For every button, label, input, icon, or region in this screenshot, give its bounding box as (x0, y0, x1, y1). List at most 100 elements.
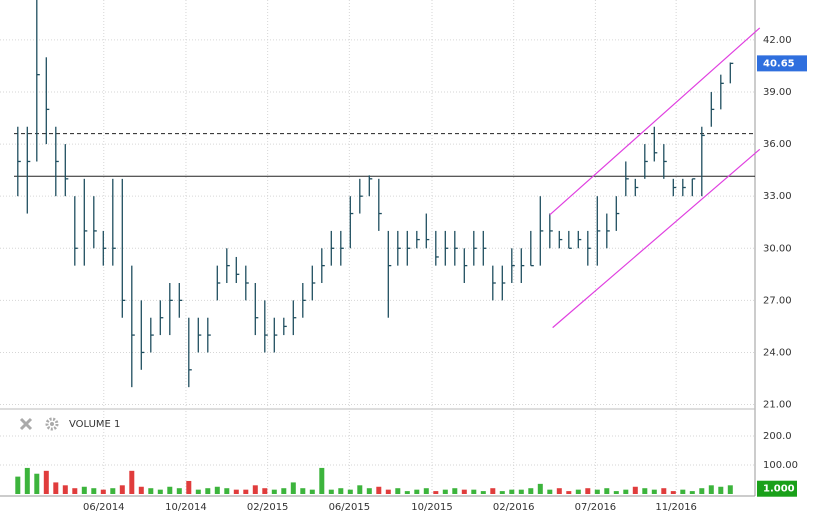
y-tick-label: 33.00 (763, 191, 792, 202)
volume-bar (91, 488, 97, 495)
volume-marker-box (757, 480, 797, 497)
volume-bar (480, 491, 486, 495)
volume-bar (214, 486, 220, 495)
volume-bar (632, 486, 638, 495)
volume-bar (661, 488, 667, 495)
volume-bar (195, 489, 201, 495)
volume-bar (129, 470, 135, 495)
volume-bar (167, 486, 173, 495)
volume-bar (509, 489, 515, 495)
y-tick-label: 27.00 (763, 295, 792, 306)
x-tick-label: 11/2016 (655, 502, 697, 513)
volume-bar (119, 485, 125, 495)
volume-bar (395, 488, 401, 495)
volume-bar (499, 491, 505, 495)
volume-bar (556, 488, 562, 495)
volume-bar (727, 485, 733, 495)
volume-bar (604, 488, 610, 495)
volume-bar (62, 485, 68, 495)
y-tick-label: 100.00 (763, 460, 798, 471)
volume-bar (24, 467, 30, 495)
volume-bar (271, 489, 277, 495)
volume-bar (176, 488, 182, 495)
volume-bar (347, 489, 353, 495)
volume-bar (15, 476, 21, 495)
volume-bar (680, 489, 686, 495)
volume-bar (157, 489, 163, 495)
volume-bar (566, 491, 572, 495)
volume-bar (376, 486, 382, 495)
pane-title: VOLUME 1 (69, 419, 120, 430)
volume-bar (699, 488, 705, 495)
volume-bar (319, 467, 325, 495)
y-tick-label: 200.0 (763, 431, 792, 442)
volume-bar (72, 488, 78, 495)
volume-bar (670, 491, 676, 495)
volume-bar (290, 482, 296, 495)
volume-bar (575, 489, 581, 495)
volume-bar (423, 488, 429, 495)
volume-bar (433, 491, 439, 495)
volume-bar (366, 488, 372, 495)
volume-bar (100, 489, 106, 495)
y-tick-label: 30.00 (763, 243, 792, 254)
volume-bar (186, 480, 192, 495)
volume-bar (461, 489, 467, 495)
volume-bar (338, 488, 344, 495)
volume-bar (252, 485, 258, 495)
x-tick-label: 06/2015 (329, 502, 371, 513)
volume-bar (718, 486, 724, 495)
y-tick-label: 36.00 (763, 139, 792, 150)
volume-bar (243, 489, 249, 495)
x-tick-label: 07/2016 (575, 502, 617, 513)
volume-bar (224, 488, 230, 495)
x-tick-label: 06/2014 (83, 502, 125, 513)
x-tick-label: 10/2014 (165, 502, 207, 513)
volume-bar (585, 488, 591, 495)
close-icon[interactable] (19, 417, 33, 431)
volume-bar (357, 485, 363, 495)
volume-bar (528, 488, 534, 495)
volume-bar (518, 489, 524, 495)
last-price-box (757, 55, 807, 72)
volume-bar (642, 488, 648, 495)
volume-bar (328, 489, 334, 495)
last-price-label: 40.65 (763, 58, 795, 69)
volume-bar (81, 486, 87, 495)
y-tick-label: 24.00 (763, 347, 792, 358)
volume-bar (613, 491, 619, 495)
volume-bar (414, 489, 420, 495)
volume-bar (262, 488, 268, 495)
volume-bar (471, 489, 477, 495)
x-tick-label: 10/2015 (411, 502, 453, 513)
volume-bar (110, 488, 116, 495)
volume-bar (205, 488, 211, 495)
volume-marker-label: 1.000 (763, 484, 795, 495)
x-tick-label: 02/2015 (247, 502, 289, 513)
volume-bar (34, 473, 40, 495)
volume-bar (281, 488, 287, 495)
volume-bar (43, 470, 49, 495)
volume-bar (53, 482, 59, 495)
volume-bar (651, 489, 657, 495)
volume-bar (623, 489, 629, 495)
volume-bar (490, 488, 496, 495)
volume-bar (594, 489, 600, 495)
settings-icon[interactable] (45, 417, 59, 431)
y-tick-label: 21.00 (763, 400, 792, 411)
volume-bar (404, 491, 410, 495)
x-tick-label: 02/2016 (493, 502, 535, 513)
y-tick-label: 42.00 (763, 35, 792, 46)
volume-bar (708, 485, 714, 495)
volume-bar (689, 491, 695, 495)
volume-bar (537, 483, 543, 495)
volume-bar (442, 489, 448, 495)
volume-bar (385, 489, 391, 495)
volume-bar (148, 488, 154, 495)
trend-line (549, 27, 761, 216)
y-tick-label: 39.00 (763, 87, 792, 98)
trend-line (552, 148, 761, 329)
volume-bar (138, 486, 144, 495)
